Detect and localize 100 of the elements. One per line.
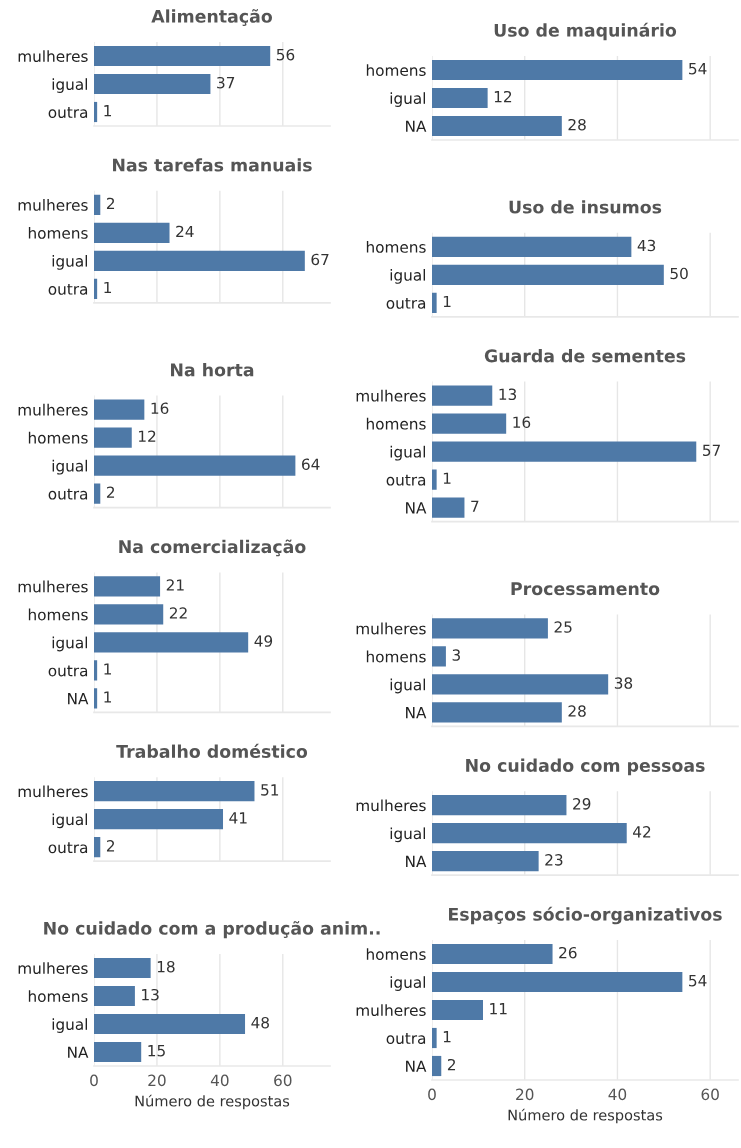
y-tick-label: NA (68, 1046, 89, 1058)
bar (94, 427, 132, 448)
y-tick-label: igual (390, 678, 426, 694)
x-axis-title: Número de respostas (135, 1094, 290, 1110)
y-tick-label: igual (52, 813, 88, 829)
y-tick-label: igual (52, 636, 88, 652)
y-tick-label: mulheres (18, 785, 88, 798)
bar (432, 1027, 437, 1049)
data-label: 13 (142, 988, 159, 1001)
y-tick-label: igual (52, 255, 88, 270)
bar (94, 957, 151, 979)
bar (94, 1041, 142, 1063)
y-tick-label: homens (366, 64, 426, 77)
bar (94, 604, 164, 625)
y-tick-label: mulheres (18, 962, 88, 975)
y-tick-label: homens (28, 608, 88, 621)
y-tick-label: igual (52, 78, 88, 93)
data-label: 43 (637, 239, 656, 252)
chart-title: Na horta (171, 362, 254, 377)
y-tick-label: NA (406, 1060, 427, 1072)
y-tick-label: mulheres (356, 622, 426, 635)
y-tick-label: NA (406, 855, 427, 867)
chart-title: Nas tarefas manuais (113, 158, 312, 172)
chart-title: Uso de insumos (509, 200, 662, 214)
bar (94, 399, 145, 420)
data-label: 22 (169, 607, 187, 619)
data-label: 37 (217, 76, 235, 89)
data-label: 28 (568, 705, 586, 717)
data-label: 1 (443, 1031, 451, 1043)
chart-title: Na comercialização (119, 539, 306, 557)
data-label: 57 (703, 444, 720, 457)
data-label: 13 (499, 388, 517, 401)
bar (432, 971, 683, 993)
x-axis-title: Número de respostas (508, 1108, 663, 1124)
bar (432, 702, 562, 723)
y-tick-label: NA (406, 502, 427, 514)
data-label: 25 (554, 621, 572, 633)
data-label: 48 (251, 1016, 269, 1029)
y-tick-label: mulheres (18, 50, 88, 63)
y-tick-label: homens (366, 948, 426, 961)
data-label: 67 (311, 253, 329, 266)
data-label: 51 (261, 784, 279, 796)
y-tick-label: mulheres (356, 389, 426, 402)
bar (432, 674, 609, 695)
data-label: 54 (689, 975, 707, 987)
data-label: 42 (633, 826, 651, 838)
bar (432, 385, 493, 406)
y-tick-label: mulheres (18, 199, 88, 211)
chart-title: Trabalho doméstico (116, 743, 308, 758)
bar (432, 646, 446, 667)
data-label: 23 (545, 854, 563, 866)
data-label: 7 (471, 500, 479, 512)
y-tick-label: igual (390, 976, 426, 991)
data-label: 29 (573, 798, 591, 810)
bar (432, 943, 553, 965)
y-tick-label: homens (28, 990, 88, 1003)
x-tick-label: 0 (90, 1074, 98, 1087)
bar (432, 413, 507, 434)
bar (94, 483, 101, 504)
data-label: 56 (276, 48, 295, 61)
data-label: 16 (513, 416, 531, 429)
y-tick-label: outra (48, 665, 88, 677)
bar (432, 441, 697, 462)
y-tick-label: igual (390, 827, 426, 843)
data-label: 1 (104, 281, 112, 294)
chart-title: No cuidado com a produção anim.. (44, 921, 380, 939)
data-label: 50 (670, 267, 688, 280)
bar (432, 999, 483, 1021)
x-tick-label: 40 (608, 1088, 627, 1101)
y-tick-label: mulheres (18, 403, 88, 416)
bar (432, 618, 548, 639)
data-label: 18 (157, 960, 175, 973)
y-tick-label: mulheres (18, 580, 88, 593)
y-tick-label: homens (366, 417, 426, 430)
data-label: 16 (151, 402, 169, 415)
y-tick-label: outra (386, 474, 426, 486)
bar (94, 985, 135, 1007)
y-tick-label: outra (386, 1033, 426, 1045)
data-label: 2 (106, 197, 115, 210)
y-tick-label: NA (68, 693, 89, 705)
y-tick-label: outra (48, 283, 88, 295)
bar (94, 194, 101, 215)
bar (94, 660, 98, 681)
y-tick-label: igual (52, 459, 88, 475)
bar (432, 469, 437, 490)
y-tick-label: NA (406, 120, 427, 132)
bar (94, 222, 170, 243)
data-label: 24 (176, 225, 194, 238)
y-tick-label: mulheres (356, 799, 426, 812)
data-label: 3 (452, 649, 460, 661)
x-tick-label: 20 (148, 1074, 166, 1087)
y-tick-label: outra (48, 842, 88, 854)
chart-title: Uso de maquinário (494, 22, 677, 41)
bar (94, 632, 249, 653)
data-label: 1 (443, 295, 451, 308)
y-tick-label: igual (390, 92, 426, 107)
y-tick-label: homens (366, 241, 426, 253)
data-label: 12 (494, 90, 512, 103)
data-label: 1 (443, 472, 451, 484)
y-tick-label: homens (28, 227, 88, 239)
